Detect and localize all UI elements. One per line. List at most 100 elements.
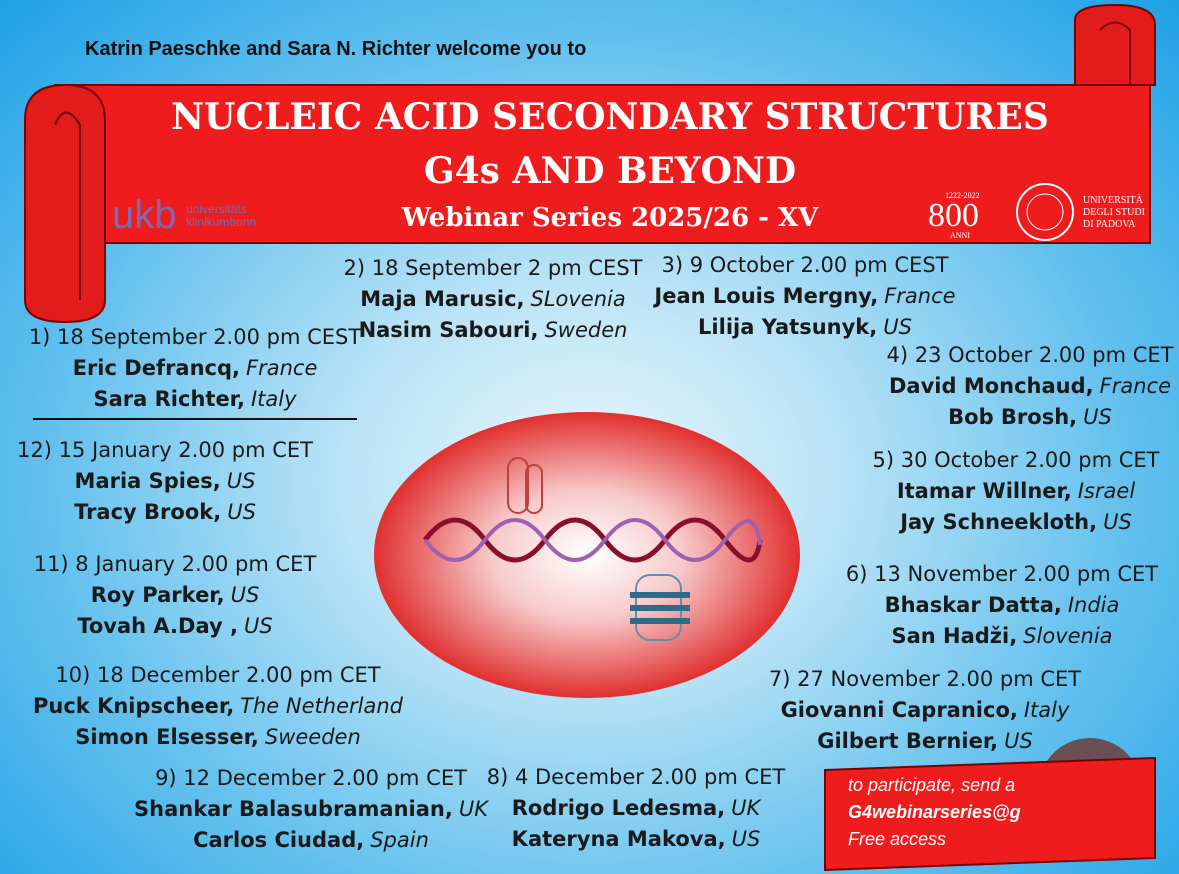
speaker: Jean Louis Mergny, France (654, 281, 955, 312)
anniversary-years: 1222-2022 (945, 191, 980, 200)
participate-email: G4webinarseries@g (848, 802, 1021, 822)
speaker: Maria Spies, US (17, 466, 313, 497)
speaker-country: US (227, 500, 256, 524)
subtitle: Webinar Series 2025/26 - XV (401, 203, 819, 233)
speaker: Maja Marusic, SLovenia (344, 284, 643, 315)
session-date: 5) 30 October 2.00 pm CET (872, 448, 1160, 472)
session: 6) 13 November 2.00 pm CET Bhaskar Datta,… (846, 559, 1158, 652)
banner (24, 3, 1156, 324)
session: 3) 9 October 2.00 pm CEST Jean Louis Merg… (654, 250, 955, 343)
speaker-name: Roy Parker, (90, 583, 225, 607)
title: G4s AND BEYOND (423, 150, 797, 192)
speaker-name: Kateryna Makova, (511, 827, 726, 851)
speaker-name: Giovanni Capranico, (780, 698, 1018, 722)
speaker-name: Gilbert Bernier, (817, 729, 999, 753)
speaker-country: Sweden (544, 318, 628, 342)
session-date: 8) 4 December 2.00 pm CET (486, 765, 786, 789)
speaker-country: US (1083, 405, 1112, 429)
session: 8) 4 December 2.00 pm CET Rodrigo Ledesma… (487, 762, 786, 855)
speaker: Bob Brosh, US (887, 402, 1174, 433)
anniversary: 800 (928, 197, 979, 234)
participate-line: Free access (848, 829, 947, 849)
session-date: 1) 18 September 2.00 pm CEST (28, 325, 362, 349)
dna-illustration (423, 457, 763, 641)
speaker-country: France (246, 356, 318, 380)
speaker-name: Simon Elsesser, (75, 725, 259, 749)
speaker-country: US (883, 315, 912, 339)
speaker-name: David Monchaud, (889, 374, 1094, 398)
anniversary-anni: ANNI (950, 231, 970, 240)
speaker: San Hadži, Slovenia (846, 621, 1158, 652)
speaker-name: Sara Richter, (93, 387, 245, 411)
session: 2) 18 September 2 pm CEST Maja Marusic, SL… (344, 253, 643, 346)
speaker-country: Sweeden (264, 725, 361, 749)
logo-mark: ukb (112, 193, 177, 237)
speaker-country: The Netherland (240, 694, 403, 718)
speaker-country: US (230, 583, 260, 607)
speaker-name: Tovah A.Day , (77, 614, 238, 638)
speaker-country: US (731, 827, 761, 851)
speaker: Lilija Yatsunyk, US (654, 312, 955, 343)
speaker: Kateryna Makova, US (487, 824, 786, 855)
padova-logo: 800 1222-2022 ANNI UNIVERSITÀ DEGLI STUD… (928, 183, 1145, 241)
speaker-name: Itamar Willner, (896, 479, 1072, 503)
speaker-name: Jay Schneekloth, (900, 510, 1098, 534)
speaker: Roy Parker, US (34, 580, 317, 611)
speaker: David Monchaud, France (887, 371, 1174, 402)
university-name: DEGLI STUDI (1083, 207, 1145, 218)
logo-text: klinikumbonn (186, 215, 256, 229)
speaker: Gilbert Bernier, US (769, 726, 1081, 757)
session: 9) 12 December 2.00 pm CET Shankar Balasu… (134, 763, 488, 856)
session-date: 9) 12 December 2.00 pm CET (155, 766, 467, 790)
speaker-name: Lilija Yatsunyk, (698, 315, 878, 339)
logo-text: universitäts (186, 202, 247, 216)
title: NUCLEIC ACID SECONDARY STRUCTURES (171, 96, 1049, 138)
speaker: Shankar Balasubramanian, UK (134, 794, 488, 825)
session-date: 6) 13 November 2.00 pm CET (845, 562, 1159, 586)
session-date: 10) 18 December 2.00 pm CET (55, 663, 381, 687)
speaker-name: Jean Louis Mergny, (654, 284, 879, 308)
speaker-country: UK (731, 796, 761, 820)
speaker: Carlos Ciudad, Spain (134, 825, 488, 856)
speaker-country: Slovenia (1023, 624, 1113, 648)
speaker-name: Puck Knipscheer, (33, 694, 235, 718)
speaker-country: India (1067, 593, 1120, 617)
speaker: Rodrigo Ledesma, UK (487, 793, 786, 824)
speaker-name: Tracy Brook, (74, 500, 222, 524)
speaker-country: Israel (1077, 479, 1136, 503)
speaker: Eric Defrancq, France (29, 353, 361, 384)
speaker-country: US (1004, 729, 1033, 753)
university-name: DI PADOVA (1083, 219, 1136, 230)
session-date: 4) 23 October 2.00 pm CET (886, 343, 1174, 367)
speaker: Simon Elsesser, Sweeden (33, 722, 403, 753)
session-date: 7) 27 November 2.00 pm CET (768, 667, 1082, 691)
speaker: Giovanni Capranico, Italy (769, 695, 1081, 726)
speaker-country: US (243, 614, 273, 638)
speaker-name: Rodrigo Ledesma, (511, 796, 726, 820)
session-date: 3) 9 October 2.00 pm CEST (661, 253, 949, 277)
speaker: Sara Richter, Italy (29, 384, 361, 415)
speaker-country: Italy (250, 387, 297, 411)
speaker-country: France (1099, 374, 1171, 398)
speaker-country: SLovenia (530, 287, 626, 311)
session-date: 12) 15 January 2.00 pm CET (17, 438, 313, 462)
session: 5) 30 October 2.00 pm CET Itamar Willner,… (873, 445, 1160, 538)
speaker: Itamar Willner, Israel (873, 476, 1160, 507)
session: 4) 23 October 2.00 pm CET David Monchaud,… (887, 340, 1174, 433)
speaker-name: Bob Brosh, (948, 405, 1078, 429)
speaker-name: San Hadži, (891, 624, 1018, 648)
participate-box (824, 756, 1156, 872)
session: 1) 18 September 2.00 pm CEST Eric Defranc… (29, 322, 361, 415)
session: 12) 15 January 2.00 pm CET Maria Spies, US… (17, 435, 313, 528)
speaker: Puck Knipscheer, The Netherland (33, 691, 403, 722)
intro: Katrin Paeschke and Sara N. Richter welc… (85, 38, 587, 60)
session: 11) 8 January 2.00 pm CET Roy Parker, US To… (34, 549, 317, 642)
speaker-name: Bhaskar Datta, (884, 593, 1062, 617)
speaker-country: UK (458, 797, 489, 821)
speaker-country: US (1103, 510, 1132, 534)
speaker-name: Maria Spies, (74, 469, 221, 493)
speaker-name: Carlos Ciudad, (193, 828, 365, 852)
speaker: Tracy Brook, US (17, 497, 313, 528)
